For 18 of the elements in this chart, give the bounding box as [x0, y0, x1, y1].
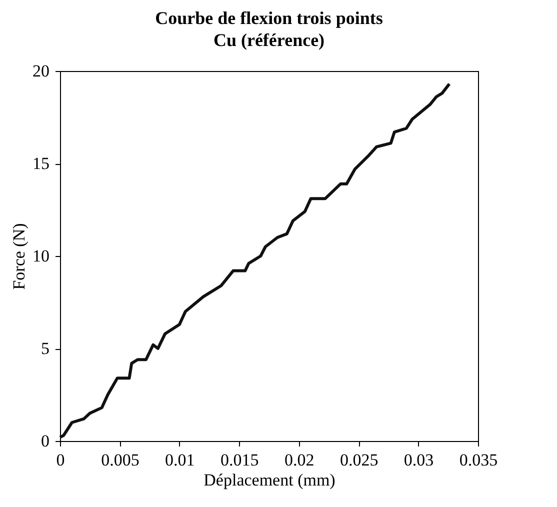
- x-tick-label: 0.035: [459, 450, 498, 470]
- y-tick-label: 15: [32, 154, 50, 173]
- x-tick-label: 0.015: [220, 450, 259, 470]
- line-series: [58, 82, 451, 439]
- y-tick-label: 5: [41, 339, 50, 358]
- x-axis-title: Déplacement (mm): [204, 470, 336, 490]
- chart-subtitle: Cu (référence): [213, 30, 325, 50]
- y-tick-label: 10: [32, 246, 50, 266]
- chart-title: Courbe de flexion trois points: [155, 8, 383, 28]
- y-tick-label: 20: [32, 62, 50, 80]
- x-tick-label: 0.01: [165, 450, 195, 470]
- y-tick-label: 0: [41, 432, 50, 450]
- x-tick-label: 0.03: [404, 450, 434, 470]
- x-tick-label: 0.025: [340, 450, 378, 470]
- y-axis-title: Force (N): [10, 223, 28, 290]
- x-tick-label: 0.02: [284, 450, 314, 470]
- x-tick-label: 0.005: [101, 450, 140, 470]
- x-tick-label: 0: [56, 450, 65, 470]
